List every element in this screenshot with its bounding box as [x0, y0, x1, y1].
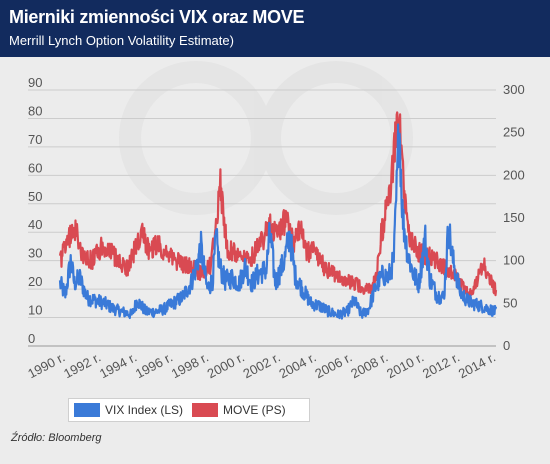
y-right-tick-label: 200 [503, 167, 525, 182]
legend-swatch-vix [74, 403, 100, 417]
legend-label-move: MOVE (PS) [223, 403, 286, 417]
x-tick-label: 1994 r. [97, 349, 139, 381]
x-tick-label: 1998 r. [169, 349, 211, 381]
x-tick-label: 2004 r. [276, 349, 318, 381]
x-tick-label: 2000 r. [205, 349, 247, 381]
y-left-tick-label: 50 [28, 189, 42, 204]
legend-swatch-move [192, 403, 218, 417]
series-line [58, 123, 498, 320]
watermark-logo [119, 61, 413, 215]
x-tick-label: 2014 r. [456, 349, 498, 381]
x-tick-label: 1990 r. [25, 349, 67, 381]
series-vix [58, 123, 498, 320]
y-right-tick-label: 0 [503, 338, 510, 353]
y-left-tick-label: 40 [28, 217, 42, 232]
volatility-line-chart: 0 10 20 30 40 50 60 70 80 90 0 50 100 150 200 250 300 199… [25, 61, 525, 381]
chart-legend: VIX Index (LS) MOVE (PS) [68, 398, 310, 422]
chart-subtitle: Merrill Lynch Option Volatility Estimate… [9, 33, 234, 48]
y-right-tick-label: 250 [503, 125, 525, 140]
y-left-tick-label: 80 [28, 103, 42, 118]
y-left-tick-label: 30 [28, 246, 42, 261]
x-tick-label: 2010 r. [384, 349, 426, 381]
x-tick-label: 2008 r. [348, 349, 390, 381]
y-right-tick-label: 300 [503, 82, 525, 97]
y-left-tick-label: 70 [28, 132, 42, 147]
y-right-tick-label: 150 [503, 210, 525, 225]
source-note: Źródło: Bloomberg [11, 432, 102, 444]
chart-title: Mierniki zmienności VIX oraz MOVE [9, 7, 305, 27]
x-tick-label: 2002 r. [241, 349, 283, 381]
y-left-tick-label: 90 [28, 75, 42, 90]
y-left-tick-label: 10 [28, 303, 42, 318]
chart-header: Mierniki zmienności VIX oraz MOVE Merril… [0, 0, 550, 57]
y-right-tick-label: 50 [503, 295, 517, 310]
grid-lines [28, 89, 496, 347]
y-left-tick-label: 60 [28, 160, 42, 175]
x-tick-label: 1996 r. [133, 349, 175, 381]
legend-label-vix: VIX Index (LS) [105, 403, 184, 417]
y-right-tick-label: 100 [503, 253, 525, 268]
y-left-tick-label: 0 [28, 331, 35, 346]
x-tick-label: 2012 r. [420, 349, 462, 381]
x-tick-label: 1992 r. [61, 349, 103, 381]
y-left-tick-label: 20 [28, 274, 42, 289]
x-tick-label: 2006 r. [312, 349, 354, 381]
